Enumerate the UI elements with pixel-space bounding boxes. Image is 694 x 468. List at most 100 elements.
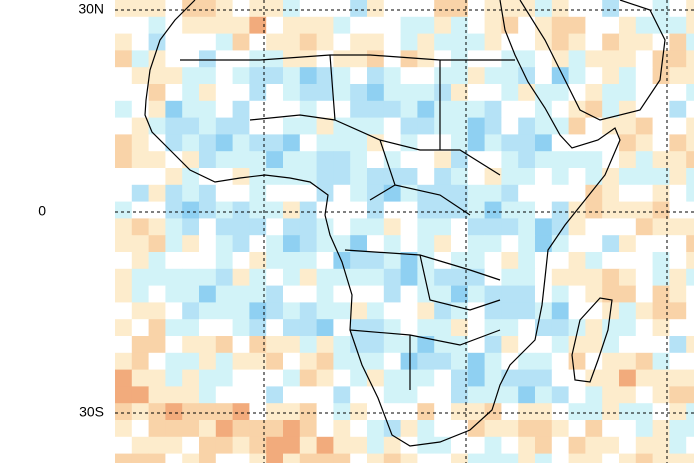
- grid-cell: [400, 100, 418, 119]
- grid-cell: [535, 319, 553, 337]
- grid-cell: [669, 386, 687, 404]
- grid-cell: [518, 151, 536, 169]
- grid-cell: [652, 16, 670, 35]
- grid-cell: [115, 235, 133, 253]
- grid-cell: [602, 67, 620, 85]
- grid-cell: [199, 0, 217, 18]
- grid-cell: [182, 302, 200, 320]
- grid-cell: [686, 84, 694, 102]
- grid-cell: [182, 420, 200, 438]
- grid-cell: [535, 50, 553, 68]
- grid-cell: [283, 403, 301, 421]
- grid-cell: [501, 218, 519, 236]
- grid-cell: [518, 218, 536, 236]
- grid-cell: [350, 386, 368, 404]
- grid-cell: [434, 302, 452, 320]
- grid-cell: [367, 16, 385, 35]
- grid-cell: [467, 201, 486, 219]
- grid-cell: [165, 168, 183, 186]
- grid-cell: [451, 67, 469, 85]
- grid-cell: [266, 67, 284, 85]
- grid-cell: [652, 33, 670, 51]
- grid-cell: [669, 420, 687, 438]
- grid-cell: [501, 67, 519, 85]
- grid-cell: [551, 302, 570, 320]
- grid-cell: [619, 436, 637, 455]
- grid-cell: [383, 453, 402, 463]
- grid-cell: [283, 319, 301, 337]
- grid-cell: [518, 117, 536, 135]
- grid-cell: [451, 0, 469, 18]
- grid-cell: [249, 201, 267, 219]
- grid-cell: [333, 0, 351, 18]
- grid-cell: [484, 168, 502, 186]
- grid-cell: [266, 33, 284, 51]
- grid-cell: [215, 184, 234, 203]
- grid-cell: [316, 336, 334, 354]
- grid-cell: [551, 285, 570, 303]
- grid-cell: [535, 151, 553, 169]
- grid-cell: [568, 50, 586, 68]
- grid-cell: [215, 453, 234, 463]
- grid-cell: [299, 252, 318, 270]
- grid-cell: [400, 201, 418, 219]
- grid-cell: [585, 168, 603, 186]
- grid-cell: [131, 33, 150, 51]
- grid-cell: [635, 151, 654, 169]
- grid-cell: [434, 134, 452, 152]
- grid-cell: [669, 403, 687, 421]
- grid-cell: [333, 319, 351, 337]
- grid-cell: [619, 386, 637, 404]
- grid-cell: [215, 268, 234, 287]
- grid-cell: [148, 319, 166, 337]
- grid-cell: [619, 252, 637, 270]
- grid-cell: [535, 420, 553, 438]
- grid-cell: [518, 386, 536, 404]
- grid-cell: [383, 252, 402, 270]
- grid-cell: [400, 151, 418, 169]
- grid-cell: [383, 84, 402, 102]
- grid-cell: [652, 100, 670, 119]
- grid-cell: [434, 420, 452, 438]
- grid-cell: [652, 117, 670, 135]
- grid-cell: [602, 252, 620, 270]
- grid-cell: [383, 369, 402, 387]
- grid-cell: [215, 168, 234, 186]
- grid-cell: [131, 0, 150, 18]
- grid-cell: [669, 352, 687, 371]
- grid-cell: [350, 0, 368, 18]
- grid-cell: [316, 420, 334, 438]
- grid-cell: [551, 352, 570, 371]
- grid-cell: [131, 352, 150, 371]
- grid-cell: [501, 302, 519, 320]
- grid-cell: [115, 67, 133, 85]
- arabia: [519, 0, 666, 121]
- grid-cell: [417, 151, 435, 169]
- grid-cell: [535, 201, 553, 219]
- grid-cell: [434, 336, 452, 354]
- grid-cell: [686, 16, 694, 35]
- grid-cell: [417, 369, 435, 387]
- grid-cell: [635, 84, 654, 102]
- grid-cell: [283, 218, 301, 236]
- grid-cell: [367, 352, 385, 371]
- grid-cell: [367, 403, 385, 421]
- grid-cell: [232, 436, 250, 455]
- grid-cell: [568, 100, 586, 119]
- grid-cell: [451, 436, 469, 455]
- grid-cell: [451, 235, 469, 253]
- grid-cell: [148, 117, 166, 135]
- grid-cell: [249, 184, 267, 203]
- grid-cell: [131, 252, 150, 270]
- grid-cell: [669, 201, 687, 219]
- grid-cell: [115, 252, 133, 270]
- grid-cell: [434, 252, 452, 270]
- grid-cell: [467, 268, 486, 287]
- grid-cell: [652, 336, 670, 354]
- grid-cell: [367, 302, 385, 320]
- grid-cell: [467, 16, 486, 35]
- grid-cell: [199, 420, 217, 438]
- grid-cell: [686, 420, 694, 438]
- grid-cell: [585, 134, 603, 152]
- grid-cell: [501, 50, 519, 68]
